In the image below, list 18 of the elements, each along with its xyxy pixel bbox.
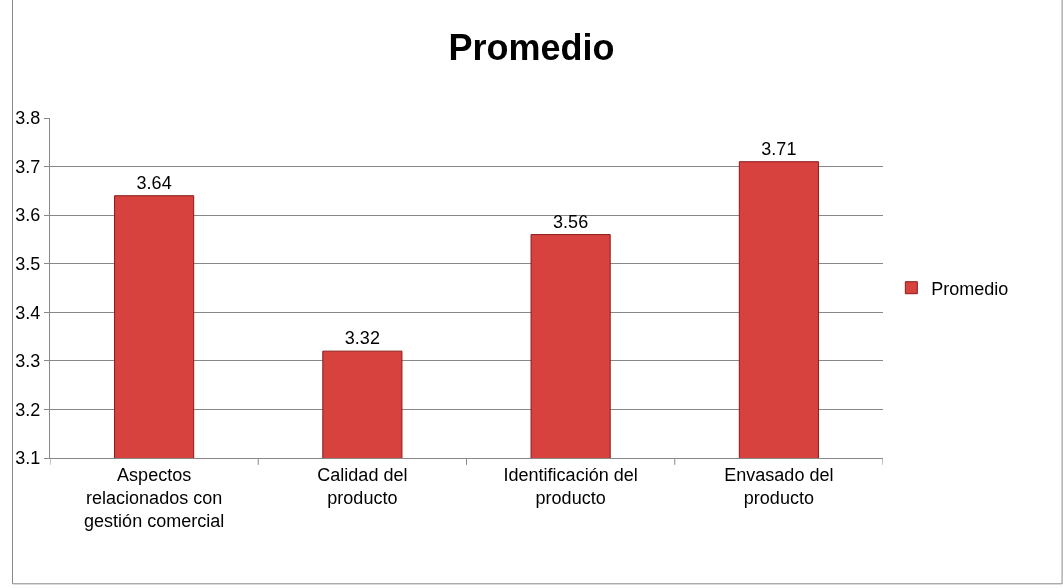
chart-title: Promedio bbox=[448, 26, 615, 68]
y-tick-label: 3.5 bbox=[15, 254, 41, 275]
y-tick-label: 3.7 bbox=[15, 156, 41, 177]
y-tick-label: 3.6 bbox=[15, 205, 41, 226]
y-tick-label: 3.3 bbox=[15, 351, 41, 372]
x-tick-label: Identificación del producto bbox=[503, 464, 638, 508]
x-tick-label: Aspectos relacionados con gestión comercial bbox=[84, 464, 225, 532]
data-label: 3.32 bbox=[344, 328, 380, 349]
data-label: 3.56 bbox=[553, 211, 589, 232]
data-label: 3.64 bbox=[136, 172, 172, 193]
legend-label: Promedio bbox=[931, 278, 1009, 299]
data-label: 3.71 bbox=[761, 138, 797, 159]
x-tick-label: Calidad del producto bbox=[317, 464, 408, 508]
x-tick-label: Envasado del producto bbox=[724, 464, 834, 508]
y-tick-label: 3.1 bbox=[15, 448, 41, 469]
y-tick-label: 3.4 bbox=[15, 302, 41, 323]
y-tick-label: 3.2 bbox=[15, 399, 41, 420]
y-tick-label: 3.8 bbox=[15, 108, 41, 129]
